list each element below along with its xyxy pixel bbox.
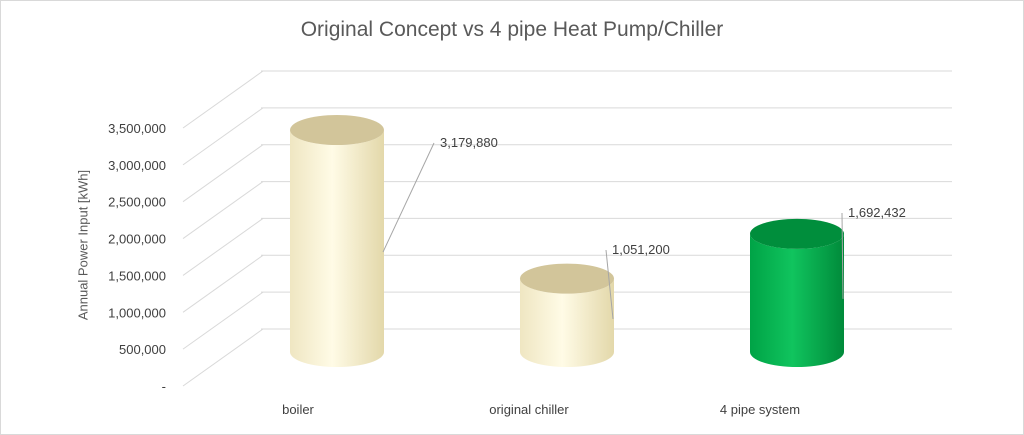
y-tick-label: 2,500,000 bbox=[108, 195, 166, 210]
gridline-depth bbox=[182, 328, 264, 387]
y-tick-label: 3,000,000 bbox=[108, 158, 166, 173]
bar-4-pipe-system bbox=[750, 233, 844, 367]
y-tick-label: 1,000,000 bbox=[108, 305, 166, 320]
data-label: 1,692,432 bbox=[848, 205, 906, 220]
gridline-depth bbox=[182, 107, 264, 166]
gridline-depth bbox=[182, 70, 264, 129]
chart-title: Original Concept vs 4 pipe Heat Pump/Chi… bbox=[300, 18, 724, 41]
y-tick-label: 3,500,000 bbox=[108, 121, 166, 136]
data-label-leader bbox=[605, 249, 614, 320]
data-label: 1,051,200 bbox=[612, 242, 670, 257]
bar-top bbox=[750, 218, 844, 249]
gridline-depth bbox=[182, 254, 264, 313]
gridline-depth bbox=[182, 144, 264, 203]
bar-top bbox=[290, 115, 384, 145]
bar-original-chiller bbox=[520, 278, 614, 367]
data-label-leader bbox=[841, 212, 844, 299]
y-tick-label: 2,000,000 bbox=[108, 232, 166, 247]
bar-boiler bbox=[290, 130, 384, 367]
x-tick-label: boiler bbox=[282, 402, 314, 417]
data-label-leader bbox=[382, 142, 435, 253]
x-tick-label: original chiller bbox=[489, 402, 569, 417]
y-tick-label: - bbox=[162, 379, 166, 394]
gridline-depth bbox=[182, 218, 264, 276]
gridline-depth bbox=[182, 181, 264, 239]
y-tick-label: 500,000 bbox=[119, 342, 166, 357]
gridline-depth bbox=[182, 291, 264, 350]
data-label: 3,179,880 bbox=[440, 135, 498, 150]
y-tick-label: 1,500,000 bbox=[108, 268, 166, 283]
x-tick-label: 4 pipe system bbox=[720, 402, 800, 417]
bar-top bbox=[520, 263, 614, 294]
